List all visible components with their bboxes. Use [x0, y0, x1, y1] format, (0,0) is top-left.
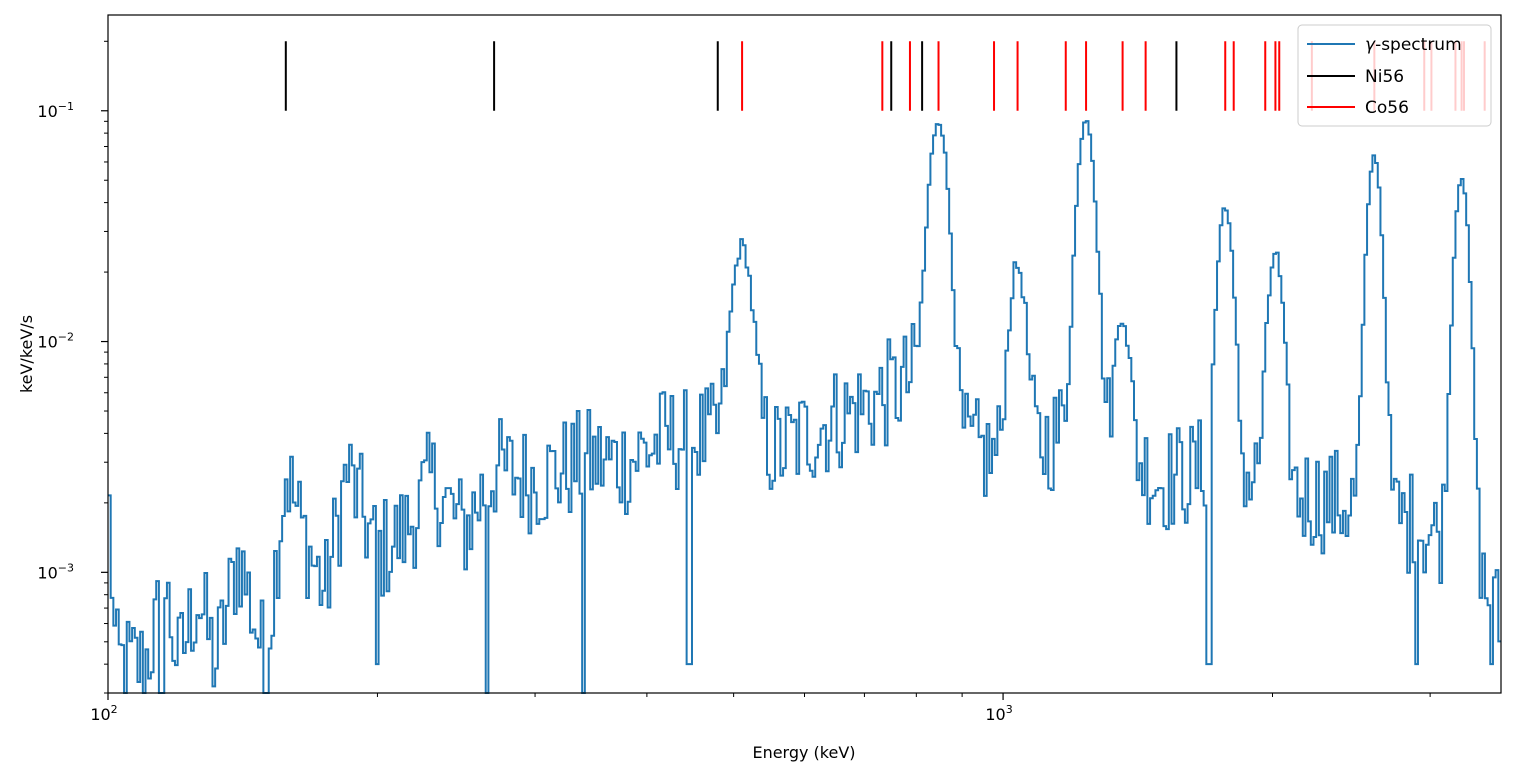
legend: γ-spectrum Ni56 Co56: [1297, 24, 1492, 127]
y-tick-exponent: −2: [58, 331, 74, 344]
y-axis: 10−3 10−2 10−1: [37, 40, 108, 694]
y-tick-exponent: −1: [58, 100, 74, 113]
y-tick-label: 10−1: [37, 100, 74, 121]
legend-label-spectrum-text: -spectrum: [1375, 35, 1462, 55]
plot-area: [108, 15, 1501, 693]
legend-box: [1297, 24, 1492, 127]
x-axis-label: Energy (keV): [752, 743, 855, 762]
y-tick-exponent: −3: [58, 561, 74, 574]
spectrum-line: [108, 120, 1501, 694]
x-tick-exponent: 3: [1006, 703, 1013, 716]
series-layer: [108, 120, 1501, 694]
x-tick-label: 102: [90, 703, 117, 724]
x-axis: 102 103: [90, 693, 1431, 724]
y-tick-label: 10−3: [37, 561, 74, 582]
y-tick-label: 10−2: [37, 331, 74, 352]
y-axis-label: keV/keV/s: [17, 315, 36, 393]
legend-label-co56: Co56: [1365, 98, 1409, 118]
x-tick-label: 103: [985, 703, 1012, 724]
x-tick-exponent: 2: [111, 703, 118, 716]
legend-label-spectrum: γ-spectrum: [1365, 35, 1462, 55]
legend-label-gamma: γ: [1365, 35, 1376, 55]
legend-label-ni56: Ni56: [1365, 67, 1404, 87]
